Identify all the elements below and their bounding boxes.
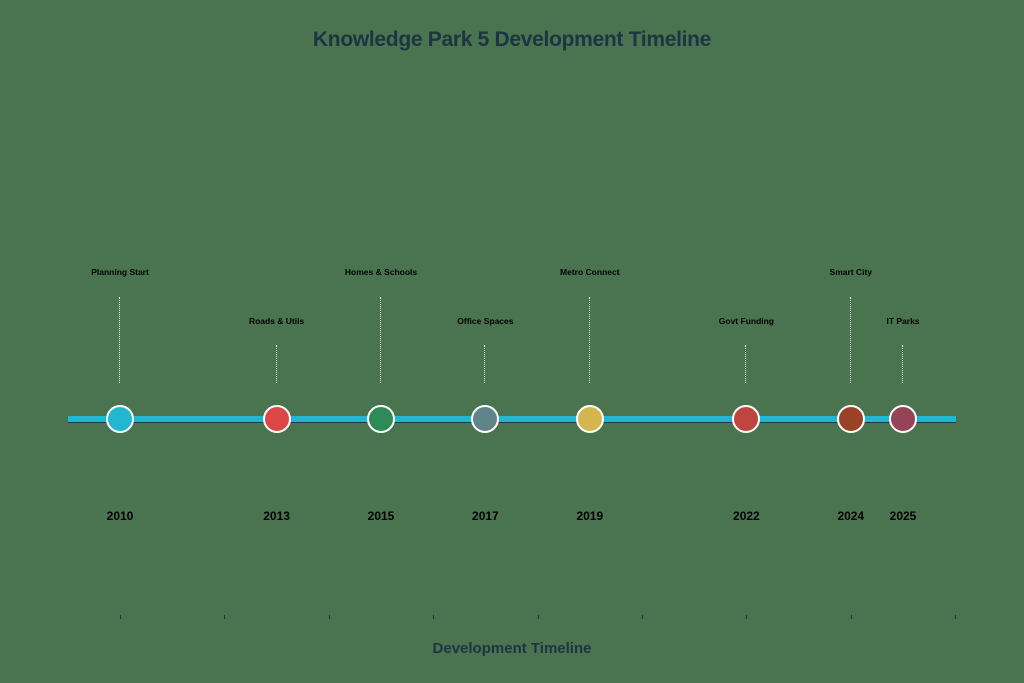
x-axis-tick (537, 615, 539, 619)
event-label: Office Spaces (457, 316, 514, 326)
event-marker[interactable] (889, 405, 917, 433)
event-label: Metro Connect (560, 267, 620, 277)
x-axis-tick (328, 615, 330, 619)
x-axis-tick (120, 615, 121, 619)
event-label: Roads & Utils (248, 316, 305, 326)
event-marker[interactable] (732, 405, 761, 433)
event-connector-line (902, 345, 903, 383)
x-axis-tick (955, 615, 957, 619)
x-axis-tick (224, 615, 226, 619)
event-marker[interactable] (106, 405, 134, 433)
x-axis-tick (850, 615, 852, 619)
event-label: IT Parks (886, 316, 920, 326)
event-connector-line (849, 297, 851, 383)
event-year-label: 2022 (733, 509, 760, 523)
event-marker[interactable] (471, 405, 500, 433)
x-axis-tick (433, 615, 435, 619)
event-label: Homes & Schools (344, 267, 418, 277)
x-axis-tick (642, 615, 643, 619)
event-connector-line (380, 297, 381, 383)
event-year-label: 2017 (472, 509, 499, 523)
event-label: Smart City (829, 267, 873, 277)
event-connector-line (484, 345, 486, 383)
event-connector-line (745, 345, 747, 383)
event-year-label: 2025 (889, 509, 917, 523)
event-marker[interactable] (575, 405, 604, 433)
event-year-label: 2019 (576, 509, 604, 523)
event-year-label: 2015 (367, 509, 395, 523)
event-connector-line (119, 297, 120, 383)
x-axis-tick (746, 615, 748, 619)
event-label: Planning Start (91, 267, 149, 277)
event-label: Govt Funding (718, 316, 775, 326)
x-axis-title: Development Timeline (432, 640, 592, 657)
chart-title: Knowledge Park 5 Development Timeline (312, 28, 712, 51)
event-marker[interactable] (836, 405, 865, 433)
event-year-label: 2024 (837, 509, 865, 523)
event-marker[interactable] (367, 405, 395, 433)
event-year-label: 2010 (106, 509, 134, 523)
event-connector-line (275, 345, 277, 383)
event-year-label: 2013 (263, 509, 290, 523)
timeline-axis-line (68, 416, 956, 423)
event-marker[interactable] (262, 405, 291, 433)
event-connector-line (588, 297, 590, 383)
